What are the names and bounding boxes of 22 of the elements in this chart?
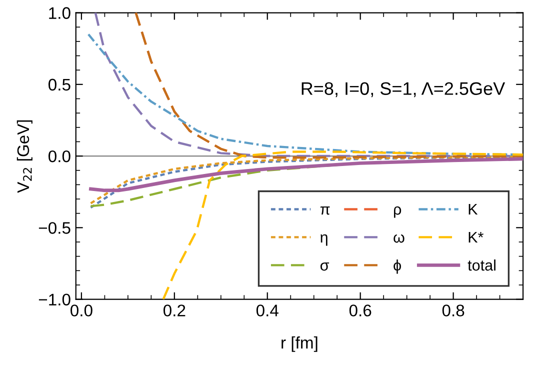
x-axis-title: r [fm] — [282, 336, 318, 352]
legend-label: ϕ — [394, 259, 401, 274]
y-tick-label: −0.5 — [38, 222, 70, 234]
legend-label: K — [468, 204, 478, 215]
legend-label: K* — [468, 232, 484, 243]
legend-label: ω — [394, 234, 404, 243]
y-tick-label: 0.0 — [48, 150, 70, 162]
x-tick-label: 0.6 — [349, 304, 372, 316]
y-tick-label: −1.0 — [38, 294, 70, 306]
annotation: R=8, I=0, S=1, Λ=2.5GeV — [302, 82, 506, 98]
x-tick-label: 0.4 — [256, 304, 278, 316]
x-tick-label: 0.2 — [163, 304, 186, 316]
legend-label: total — [468, 259, 496, 271]
legend-label: ρ — [394, 206, 402, 218]
y-axis-title: V$_{22}$ [GeV] — [16, 120, 32, 193]
legend-label: π — [320, 206, 330, 215]
y-tick-label: 1.0 — [49, 7, 70, 19]
legend-label: σ — [320, 262, 330, 271]
x-tick-label: 0.8 — [442, 304, 464, 316]
x-tick-label: 0.0 — [70, 304, 92, 316]
legend-label: η — [320, 234, 328, 246]
y-tick-label: 0.5 — [48, 78, 70, 91]
